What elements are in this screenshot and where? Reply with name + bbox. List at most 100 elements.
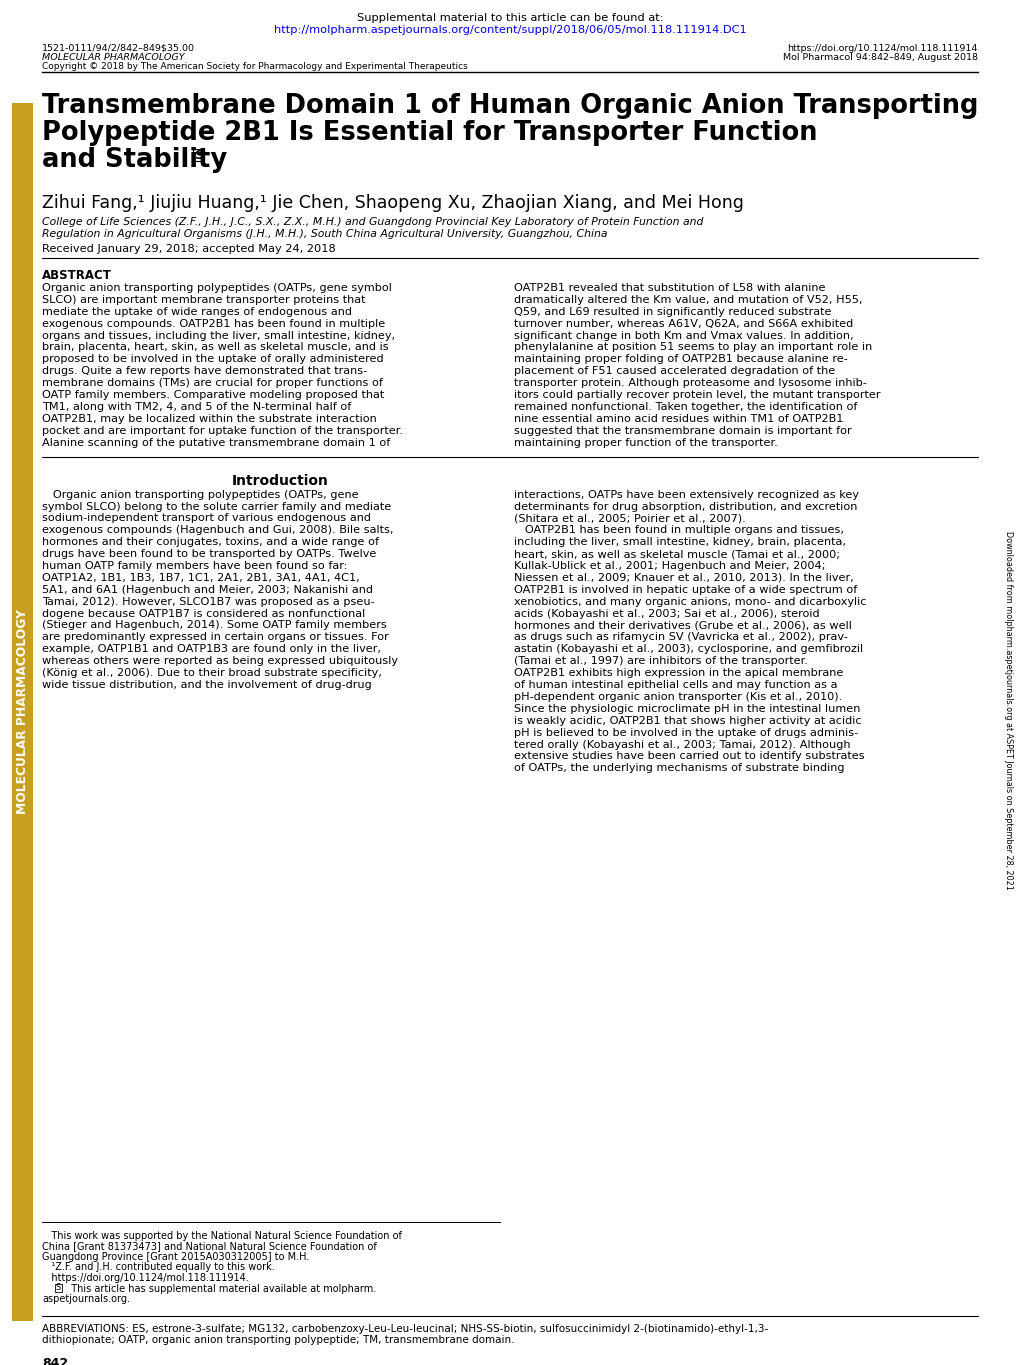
Text: aspetjournals.org.: aspetjournals.org.: [42, 1294, 129, 1304]
Text: Regulation in Agricultural Organisms (J.H., M.H.), South China Agricultural Univ: Regulation in Agricultural Organisms (J.…: [42, 229, 607, 239]
Text: OATP2B1, may be localized within the substrate interaction: OATP2B1, may be localized within the sub…: [42, 414, 376, 425]
Text: pH-dependent organic anion transporter (Kis et al., 2010).: pH-dependent organic anion transporter (…: [514, 692, 842, 702]
Text: as drugs such as rifamycin SV (Vavricka et al., 2002), prav-: as drugs such as rifamycin SV (Vavricka …: [514, 632, 847, 643]
Text: Tamai, 2012). However, SLCO1B7 was proposed as a pseu-: Tamai, 2012). However, SLCO1B7 was propo…: [42, 597, 374, 606]
Text: ABSTRACT: ABSTRACT: [42, 269, 112, 283]
Text: Organic anion transporting polypeptides (OATPs, gene: Organic anion transporting polypeptides …: [42, 490, 359, 500]
Text: interactions, OATPs have been extensively recognized as key: interactions, OATPs have been extensivel…: [514, 490, 858, 500]
Text: OATP family members. Comparative modeling proposed that: OATP family members. Comparative modelin…: [42, 390, 384, 400]
Text: tered orally (Kobayashi et al., 2003; Tamai, 2012). Although: tered orally (Kobayashi et al., 2003; Ta…: [514, 740, 850, 749]
Bar: [194, 149, 204, 161]
Text: OATP2B1 has been found in multiple organs and tissues,: OATP2B1 has been found in multiple organ…: [514, 526, 843, 535]
Text: including the liver, small intestine, kidney, brain, placenta,: including the liver, small intestine, ki…: [514, 538, 845, 547]
Text: Transmembrane Domain 1 of Human Organic Anion Transporting: Transmembrane Domain 1 of Human Organic …: [42, 93, 977, 119]
Text: xenobiotics, and many organic anions, mono- and dicarboxylic: xenobiotics, and many organic anions, mo…: [514, 597, 866, 606]
Text: significant change in both Km and Vmax values. In addition,: significant change in both Km and Vmax v…: [514, 330, 853, 341]
Text: extensive studies have been carried out to identify substrates: extensive studies have been carried out …: [514, 751, 864, 762]
Text: Introduction: Introduction: [231, 474, 328, 487]
Text: (Shitara et al., 2005; Poirier et al., 2007).: (Shitara et al., 2005; Poirier et al., 2…: [514, 513, 745, 523]
Text: nine essential amino acid residues within TM1 of OATP2B1: nine essential amino acid residues withi…: [514, 414, 843, 425]
Text: (Stieger and Hagenbuch, 2014). Some OATP family members: (Stieger and Hagenbuch, 2014). Some OATP…: [42, 621, 386, 631]
Text: MOLECULAR PHARMACOLOGY: MOLECULAR PHARMACOLOGY: [42, 53, 184, 61]
Text: dithiopionate; OATP, organic anion transporting polypeptide; TM, transmembrane d: dithiopionate; OATP, organic anion trans…: [42, 1335, 514, 1345]
Text: mediate the uptake of wide ranges of endogenous and: mediate the uptake of wide ranges of end…: [42, 307, 352, 317]
Text: dramatically altered the Km value, and mutation of V52, H55,: dramatically altered the Km value, and m…: [514, 295, 862, 304]
Text: placement of F51 caused accelerated degradation of the: placement of F51 caused accelerated degr…: [514, 366, 835, 377]
Text: hormones and their conjugates, toxins, and a wide range of: hormones and their conjugates, toxins, a…: [42, 538, 379, 547]
Text: Mol Pharmacol 94:842–849, August 2018: Mol Pharmacol 94:842–849, August 2018: [783, 53, 977, 61]
Text: pocket and are important for uptake function of the transporter.: pocket and are important for uptake func…: [42, 426, 403, 435]
Text: Organic anion transporting polypeptides (OATPs, gene symbol: Organic anion transporting polypeptides …: [42, 283, 391, 293]
Text: acids (Kobayashi et al., 2003; Sai et al., 2006), steroid: acids (Kobayashi et al., 2003; Sai et al…: [514, 609, 819, 618]
Text: remained nonfunctional. Taken together, the identification of: remained nonfunctional. Taken together, …: [514, 403, 857, 412]
Text: Guangdong Province [Grant 2015A030312005] to M.H.: Guangdong Province [Grant 2015A030312005…: [42, 1252, 309, 1263]
Text: 5A1, and 6A1 (Hagenbuch and Meier, 2003; Nakanishi and: 5A1, and 6A1 (Hagenbuch and Meier, 2003;…: [42, 584, 373, 595]
Text: MOLECULAR PHARMACOLOGY: MOLECULAR PHARMACOLOGY: [16, 610, 29, 815]
Text: organs and tissues, including the liver, small intestine, kidney,: organs and tissues, including the liver,…: [42, 330, 394, 341]
Text: Since the physiologic microclimate pH in the intestinal lumen: Since the physiologic microclimate pH in…: [514, 704, 860, 714]
Text: turnover number, whereas A61V, Q62A, and S66A exhibited: turnover number, whereas A61V, Q62A, and…: [514, 318, 853, 329]
Text: exogenous compounds. OATP2B1 has been found in multiple: exogenous compounds. OATP2B1 has been fo…: [42, 318, 385, 329]
Text: membrane domains (TMs) are crucial for proper functions of: membrane domains (TMs) are crucial for p…: [42, 378, 382, 388]
Text: Niessen et al., 2009; Knauer et al., 2010, 2013). In the liver,: Niessen et al., 2009; Knauer et al., 201…: [514, 573, 853, 583]
Bar: [55, 1283, 62, 1291]
Text: drugs have been found to be transported by OATPs. Twelve: drugs have been found to be transported …: [42, 549, 376, 560]
Text: S: S: [56, 1283, 61, 1293]
Text: hormones and their derivatives (Grube et al., 2006), as well: hormones and their derivatives (Grube et…: [514, 621, 851, 631]
Text: Zihui Fang,¹ Jiujiu Huang,¹ Jie Chen, Shaopeng Xu, Zhaojian Xiang, and Mei Hong: Zihui Fang,¹ Jiujiu Huang,¹ Jie Chen, Sh…: [42, 194, 743, 212]
Text: OATP2B1 revealed that substitution of L58 with alanine: OATP2B1 revealed that substitution of L5…: [514, 283, 824, 293]
Text: wide tissue distribution, and the involvement of drug-drug: wide tissue distribution, and the involv…: [42, 680, 371, 689]
Text: symbol SLCO) belong to the solute carrier family and mediate: symbol SLCO) belong to the solute carrie…: [42, 501, 391, 512]
Text: SLCO) are important membrane transporter proteins that: SLCO) are important membrane transporter…: [42, 295, 365, 304]
Text: exogenous compounds (Hagenbuch and Gui, 2008). Bile salts,: exogenous compounds (Hagenbuch and Gui, …: [42, 526, 393, 535]
Text: proposed to be involved in the uptake of orally administered: proposed to be involved in the uptake of…: [42, 355, 383, 364]
Text: are predominantly expressed in certain organs or tissues. For: are predominantly expressed in certain o…: [42, 632, 388, 643]
Text: transporter protein. Although proteasome and lysosome inhib-: transporter protein. Although proteasome…: [514, 378, 866, 388]
Text: example, OATP1B1 and OATP1B3 are found only in the liver,: example, OATP1B1 and OATP1B3 are found o…: [42, 644, 381, 654]
Text: Kullak-Ublick et al., 2001; Hagenbuch and Meier, 2004;: Kullak-Ublick et al., 2001; Hagenbuch an…: [514, 561, 824, 571]
Text: Downloaded from molpharm.aspetjournals.org at ASPET Journals on September 28, 20: Downloaded from molpharm.aspetjournals.o…: [1004, 531, 1013, 890]
Text: OATP2B1 is involved in hepatic uptake of a wide spectrum of: OATP2B1 is involved in hepatic uptake of…: [514, 584, 856, 595]
Text: sodium-independent transport of various endogenous and: sodium-independent transport of various …: [42, 513, 371, 523]
Text: OATP1A2, 1B1, 1B3, 1B7, 1C1, 2A1, 2B1, 3A1, 4A1, 4C1,: OATP1A2, 1B1, 1B3, 1B7, 1C1, 2A1, 2B1, 3…: [42, 573, 360, 583]
Text: phenylalanine at position 51 seems to play an important role in: phenylalanine at position 51 seems to pl…: [514, 343, 871, 352]
Text: http://molpharm.aspetjournals.org/content/suppl/2018/06/05/mol.118.111914.DC1: http://molpharm.aspetjournals.org/conten…: [273, 25, 746, 35]
Text: (König et al., 2006). Due to their broad substrate specificity,: (König et al., 2006). Due to their broad…: [42, 667, 381, 678]
Text: https://doi.org/10.1124/mol.118.111914: https://doi.org/10.1124/mol.118.111914: [787, 44, 977, 53]
Text: maintaining proper function of the transporter.: maintaining proper function of the trans…: [514, 438, 777, 448]
Text: This article has supplemental material available at molpharm.: This article has supplemental material a…: [65, 1283, 376, 1294]
Text: (Tamai et al., 1997) are inhibitors of the transporter.: (Tamai et al., 1997) are inhibitors of t…: [514, 657, 807, 666]
Text: ¹Z.F. and J.H. contributed equally to this work.: ¹Z.F. and J.H. contributed equally to th…: [42, 1263, 274, 1272]
Text: itors could partially recover protein level, the mutant transporter: itors could partially recover protein le…: [514, 390, 879, 400]
Text: of human intestinal epithelial cells and may function as a: of human intestinal epithelial cells and…: [514, 680, 837, 689]
Text: Copyright © 2018 by The American Society for Pharmacology and Experimental Thera: Copyright © 2018 by The American Society…: [42, 61, 468, 71]
Text: of OATPs, the underlying mechanisms of substrate binding: of OATPs, the underlying mechanisms of s…: [514, 763, 844, 774]
Text: heart, skin, as well as skeletal muscle (Tamai et al., 2000;: heart, skin, as well as skeletal muscle …: [514, 549, 840, 560]
Text: Supplemental material to this article can be found at:: Supplemental material to this article ca…: [357, 14, 662, 23]
Text: drugs. Quite a few reports have demonstrated that trans-: drugs. Quite a few reports have demonstr…: [42, 366, 367, 377]
Text: Received January 29, 2018; accepted May 24, 2018: Received January 29, 2018; accepted May …: [42, 244, 335, 254]
Text: 1521-0111/94/2/842–849$35.00: 1521-0111/94/2/842–849$35.00: [42, 44, 195, 53]
Text: China [Grant 81373473] and National Natural Science Foundation of: China [Grant 81373473] and National Natu…: [42, 1242, 376, 1252]
Text: and Stability: and Stability: [42, 147, 227, 173]
Text: brain, placenta, heart, skin, as well as skeletal muscle, and is: brain, placenta, heart, skin, as well as…: [42, 343, 388, 352]
Text: whereas others were reported as being expressed ubiquitously: whereas others were reported as being ex…: [42, 657, 397, 666]
Text: Q59, and L69 resulted in significantly reduced substrate: Q59, and L69 resulted in significantly r…: [514, 307, 830, 317]
Text: determinants for drug absorption, distribution, and excretion: determinants for drug absorption, distri…: [514, 501, 857, 512]
Text: Polypeptide 2B1 Is Essential for Transporter Function: Polypeptide 2B1 Is Essential for Transpo…: [42, 120, 816, 146]
Text: pH is believed to be involved in the uptake of drugs adminis-: pH is believed to be involved in the upt…: [514, 728, 857, 737]
Text: suggested that the transmembrane domain is important for: suggested that the transmembrane domain …: [514, 426, 851, 435]
Text: TM1, along with TM2, 4, and 5 of the N-terminal half of: TM1, along with TM2, 4, and 5 of the N-t…: [42, 403, 351, 412]
Text: astatin (Kobayashi et al., 2003), cyclosporine, and gemfibrozil: astatin (Kobayashi et al., 2003), cyclos…: [514, 644, 862, 654]
Text: dogene because OATP1B7 is considered as nonfunctional: dogene because OATP1B7 is considered as …: [42, 609, 365, 618]
Text: human OATP family members have been found so far:: human OATP family members have been foun…: [42, 561, 347, 571]
Text: 842: 842: [42, 1357, 68, 1365]
Text: College of Life Sciences (Z.F., J.H., J.C., S.X., Z.X., M.H.) and Guangdong Prov: College of Life Sciences (Z.F., J.H., J.…: [42, 217, 703, 227]
Text: S: S: [195, 149, 205, 162]
Text: is weakly acidic, OATP2B1 that shows higher activity at acidic: is weakly acidic, OATP2B1 that shows hig…: [514, 715, 861, 726]
Text: maintaining proper folding of OATP2B1 because alanine re-: maintaining proper folding of OATP2B1 be…: [514, 355, 847, 364]
Bar: [12, 102, 33, 1321]
Text: This work was supported by the National Natural Science Foundation of: This work was supported by the National …: [42, 1231, 401, 1241]
Text: https://doi.org/10.1124/mol.118.111914.: https://doi.org/10.1124/mol.118.111914.: [42, 1274, 249, 1283]
Text: ABBREVIATIONS: ES, estrone-3-sulfate; MG132, carbobenzoxy-Leu-Leu-leucinal; NHS-: ABBREVIATIONS: ES, estrone-3-sulfate; MG…: [42, 1324, 767, 1334]
